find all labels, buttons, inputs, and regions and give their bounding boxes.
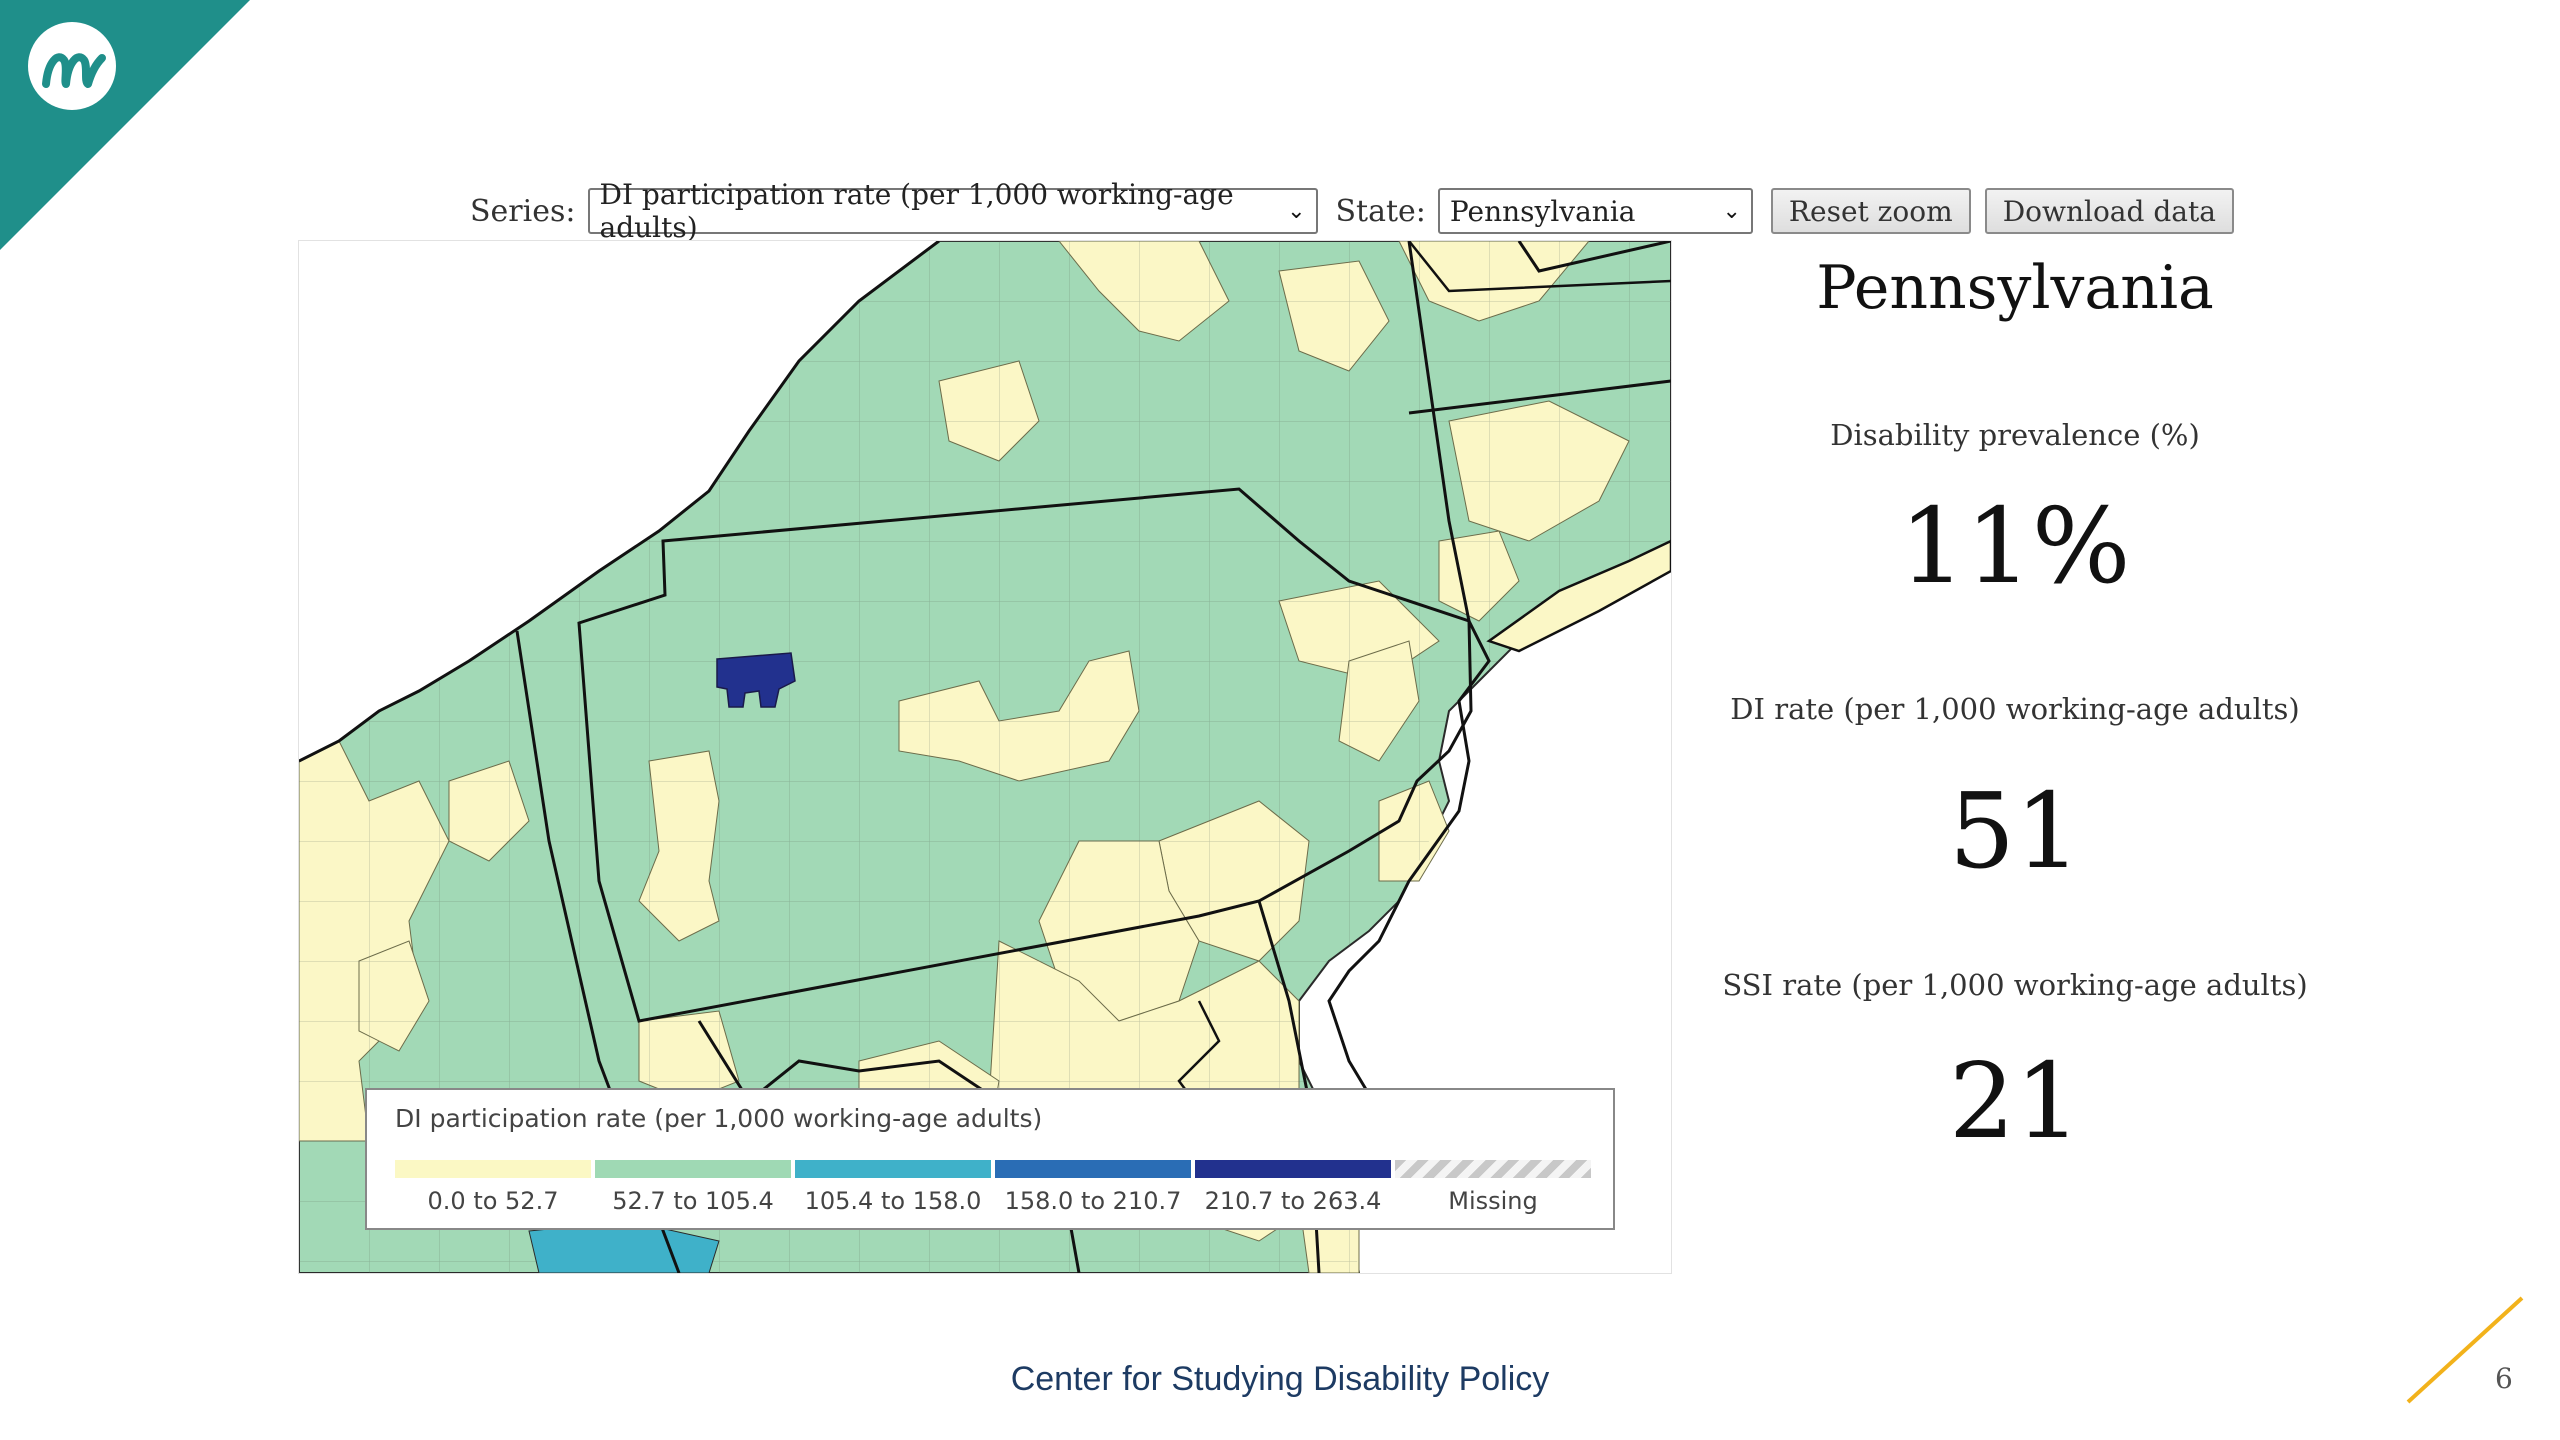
state-title: Pennsylvania [1816,253,2214,323]
high-rate-county [716,652,796,708]
legend-swatch [995,1160,1191,1178]
legend-swatches [395,1160,1591,1178]
state-select-value: Pennsylvania [1449,194,1636,228]
disability-prevalence-value: 11% [1899,485,2131,607]
legend-label: 105.4 to 158.0 [804,1187,982,1215]
mathematica-logo [0,0,250,250]
map-controls: Series: DI participation rate (per 1,000… [470,178,2238,244]
legend-labels: 0.0 to 52.7 52.7 to 105.4 105.4 to 158.0… [395,1187,1591,1215]
legend-label: 210.7 to 263.4 [1204,1187,1382,1215]
download-data-button[interactable]: Download data [1984,188,2234,234]
series-select[interactable]: DI participation rate (per 1,000 working… [587,178,1318,244]
legend-label: 0.0 to 52.7 [427,1187,559,1215]
ssi-rate-label: SSI rate (per 1,000 working-age adults) [1722,968,2308,1002]
state-label: State: [1335,193,1426,229]
reset-zoom-button[interactable]: Reset zoom [1770,188,1971,234]
legend-label: 52.7 to 105.4 [612,1187,774,1215]
pennsylvania-outline [577,487,1473,1023]
map-legend: DI participation rate (per 1,000 working… [365,1088,1615,1230]
accent-line [2406,1296,2524,1404]
chevron-down-icon: ⌄ [1722,198,1741,224]
state-select[interactable]: Pennsylvania ⌄ [1437,188,1753,234]
legend-label: Missing [1448,1187,1538,1215]
legend-swatch [1195,1160,1391,1178]
series-label: Series: [470,193,576,229]
legend-label: 158.0 to 210.7 [1004,1187,1182,1215]
legend-swatch [595,1160,791,1178]
legend-title: DI participation rate (per 1,000 working… [395,1104,1043,1133]
di-rate-value: 51 [1948,770,2082,892]
choropleth-map[interactable]: DI participation rate (per 1,000 working… [298,240,1672,1274]
ssi-rate-value: 21 [1948,1040,2082,1162]
series-select-value: DI participation rate (per 1,000 working… [599,178,1234,244]
page-number: 6 [2495,1362,2513,1395]
legend-swatch [795,1160,991,1178]
legend-swatch-missing [1395,1160,1591,1178]
disability-prevalence-label: Disability prevalence (%) [1830,418,2200,452]
footer-title: Center for Studying Disability Policy [1010,1360,1550,1398]
legend-swatch [395,1160,591,1178]
chevron-down-icon: ⌄ [1287,198,1306,224]
di-rate-label: DI rate (per 1,000 working-age adults) [1730,692,2300,726]
